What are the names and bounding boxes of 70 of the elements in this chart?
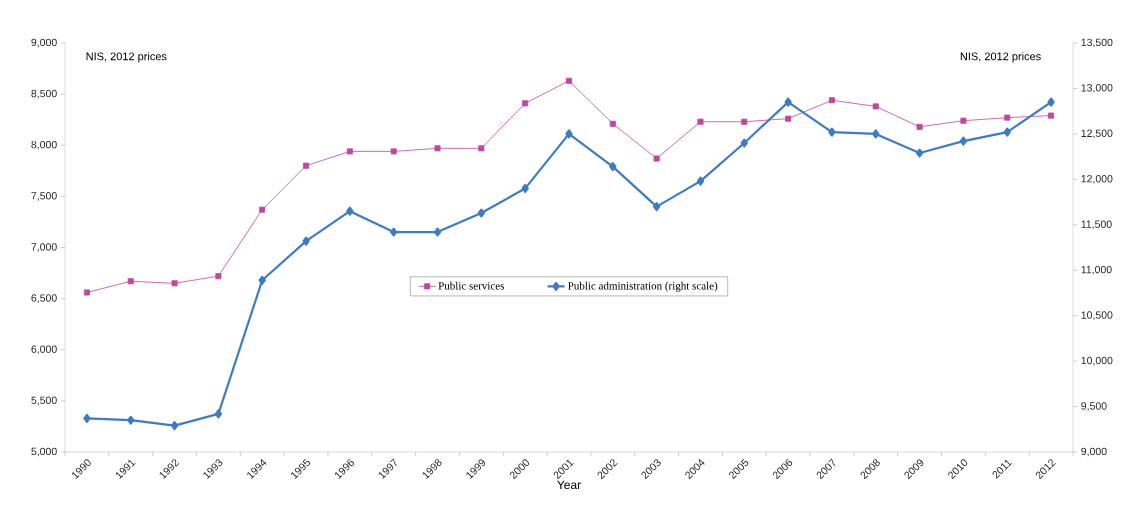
point — [127, 415, 135, 425]
y2-tick-label: 13,000 — [1081, 84, 1113, 93]
point — [872, 103, 879, 110]
point — [1003, 127, 1011, 137]
point — [477, 208, 485, 218]
y-tick-label: 5,500 — [31, 396, 57, 406]
annotation: NIS, 2012 prices — [960, 52, 1041, 63]
point — [83, 413, 91, 423]
y-tick-label: 6,500 — [31, 294, 57, 303]
point — [1004, 114, 1011, 121]
point — [696, 176, 705, 186]
point — [740, 138, 748, 148]
y2-tick-label: 12,000 — [1081, 175, 1113, 184]
y-tick-label: 7,000 — [31, 243, 57, 252]
y2-tick-label: 9,500 — [1081, 402, 1107, 411]
point — [171, 280, 178, 287]
point — [83, 289, 90, 296]
y2-tick-label: 12,500 — [1081, 129, 1113, 139]
point — [828, 127, 836, 137]
point — [303, 162, 310, 169]
legend-label: Public services — [438, 281, 505, 290]
point — [302, 236, 310, 246]
y-tick-label: 6,000 — [31, 345, 57, 355]
annotation: NIS, 2012 prices — [86, 52, 167, 63]
point — [127, 278, 134, 285]
point — [478, 145, 485, 152]
point — [214, 409, 223, 419]
point — [1048, 112, 1055, 119]
point — [872, 129, 880, 139]
point — [346, 206, 354, 216]
point — [390, 148, 397, 155]
legend-label: Public administration (right scale) — [568, 281, 718, 292]
point — [653, 155, 660, 162]
point — [785, 115, 792, 122]
point — [960, 117, 967, 124]
point — [741, 118, 748, 125]
point — [565, 129, 573, 139]
y2-tick-label: 9,000 — [1081, 447, 1107, 457]
point — [697, 118, 704, 125]
point — [1047, 97, 1055, 107]
point — [828, 97, 835, 104]
point — [346, 148, 353, 155]
y2-tick-label: 11,000 — [1081, 265, 1112, 275]
y2-tick-label: 13,500 — [1081, 38, 1113, 48]
y-tick-label: 9,000 — [31, 38, 57, 48]
point — [433, 227, 442, 237]
point — [609, 162, 617, 172]
y2-tick-label: 10,500 — [1081, 311, 1113, 321]
y-tick-label: 5,000 — [31, 447, 57, 457]
y-tick-label: 7,500 — [31, 192, 57, 201]
point — [258, 275, 266, 285]
y2-tick-label: 11,500 — [1081, 220, 1112, 230]
point — [521, 183, 529, 193]
point — [784, 97, 792, 107]
point — [915, 148, 924, 158]
point — [434, 145, 441, 152]
point — [170, 421, 179, 431]
y2-tick-label: 10,000 — [1081, 356, 1113, 366]
point — [215, 273, 222, 280]
point — [259, 206, 266, 213]
point — [959, 136, 968, 146]
x-axis-title: Year — [557, 480, 581, 490]
point — [652, 202, 661, 212]
point — [916, 123, 923, 130]
point — [609, 120, 616, 127]
point — [390, 227, 398, 237]
point — [522, 100, 529, 107]
y-tick-label: 8,500 — [31, 89, 57, 99]
y-tick-label: 8,000 — [31, 140, 57, 150]
point — [565, 77, 572, 84]
